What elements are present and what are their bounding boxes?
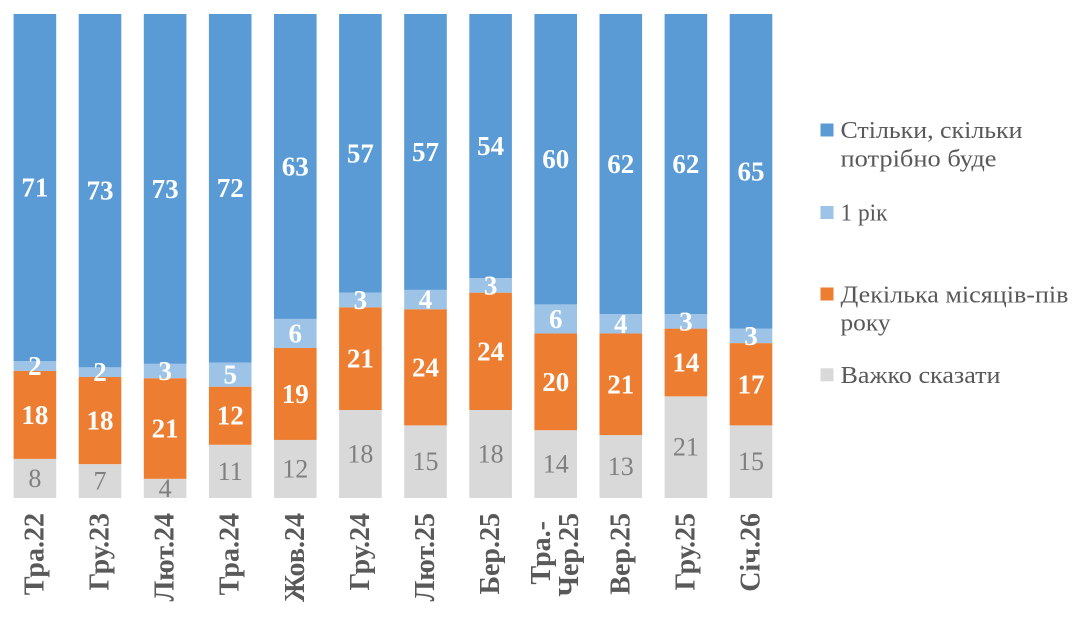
svg-text:14: 14 xyxy=(672,347,699,377)
svg-text:63: 63 xyxy=(282,151,309,181)
svg-text:Лют.24: Лют.24 xyxy=(150,513,181,602)
svg-text:21: 21 xyxy=(673,433,699,462)
svg-text:65: 65 xyxy=(738,156,765,186)
svg-text:20: 20 xyxy=(542,367,569,397)
svg-text:12: 12 xyxy=(282,454,308,483)
svg-text:21: 21 xyxy=(152,414,179,444)
svg-text:14: 14 xyxy=(543,450,569,479)
svg-text:6: 6 xyxy=(289,318,303,348)
svg-text:3: 3 xyxy=(354,285,368,315)
svg-text:73: 73 xyxy=(87,176,114,206)
svg-text:Гру.23: Гру.23 xyxy=(85,513,116,590)
svg-text:24: 24 xyxy=(412,352,439,382)
svg-text:8: 8 xyxy=(28,464,41,493)
svg-text:3: 3 xyxy=(744,321,758,351)
svg-text:6: 6 xyxy=(549,304,563,334)
svg-text:1 рік: 1 рік xyxy=(841,201,888,227)
svg-text:року: року xyxy=(841,311,891,337)
svg-text:11: 11 xyxy=(218,457,243,486)
svg-text:12: 12 xyxy=(217,401,244,431)
svg-text:Січ.26: Січ.26 xyxy=(736,513,767,592)
svg-text:Тра.22: Тра.22 xyxy=(19,513,50,595)
svg-text:62: 62 xyxy=(607,149,634,179)
svg-text:18: 18 xyxy=(21,400,48,430)
svg-text:Бер.25: Бер.25 xyxy=(475,513,506,595)
svg-text:Жов.24: Жов.24 xyxy=(280,513,311,602)
svg-text:21: 21 xyxy=(607,369,634,399)
svg-text:15: 15 xyxy=(738,447,764,476)
svg-text:Гру.24: Гру.24 xyxy=(345,513,376,590)
svg-text:62: 62 xyxy=(672,149,699,179)
svg-text:Декілька місяців-пів: Декілька місяців-пів xyxy=(841,283,1069,309)
svg-text:Гру.25: Гру.25 xyxy=(670,513,701,590)
svg-text:Тра.-: Тра.- xyxy=(526,521,557,585)
svg-text:Вер.25: Вер.25 xyxy=(605,513,636,595)
svg-text:4: 4 xyxy=(614,309,628,339)
svg-text:60: 60 xyxy=(542,144,569,174)
svg-text:3: 3 xyxy=(158,356,172,386)
svg-text:4: 4 xyxy=(159,474,172,503)
svg-text:3: 3 xyxy=(484,270,498,300)
svg-text:18: 18 xyxy=(347,440,373,469)
svg-text:15: 15 xyxy=(413,447,439,476)
svg-text:3: 3 xyxy=(679,306,693,336)
svg-text:5: 5 xyxy=(223,360,237,390)
svg-text:Важко сказати: Важко сказати xyxy=(841,363,1001,389)
svg-text:54: 54 xyxy=(477,131,504,161)
svg-text:57: 57 xyxy=(347,138,374,168)
svg-text:7: 7 xyxy=(94,467,107,496)
svg-text:2: 2 xyxy=(28,351,42,381)
svg-text:57: 57 xyxy=(412,137,439,167)
svg-text:19: 19 xyxy=(282,379,309,409)
svg-text:21: 21 xyxy=(347,344,374,374)
svg-text:71: 71 xyxy=(21,173,48,203)
svg-text:2: 2 xyxy=(93,357,107,387)
svg-text:Стільки, скільки: Стільки, скільки xyxy=(841,118,1023,144)
svg-text:Лют.25: Лют.25 xyxy=(410,513,441,602)
svg-text:18: 18 xyxy=(87,406,114,436)
svg-text:Тра.24: Тра.24 xyxy=(215,513,246,595)
svg-text:73: 73 xyxy=(152,174,179,204)
svg-text:Чер.25: Чер.25 xyxy=(554,513,585,597)
svg-text:18: 18 xyxy=(478,440,504,469)
svg-text:потрібно буде: потрібно буде xyxy=(841,146,997,172)
svg-text:72: 72 xyxy=(217,173,244,203)
svg-text:17: 17 xyxy=(738,369,765,399)
svg-text:13: 13 xyxy=(608,452,634,481)
svg-text:4: 4 xyxy=(419,285,433,315)
svg-text:24: 24 xyxy=(477,336,504,366)
